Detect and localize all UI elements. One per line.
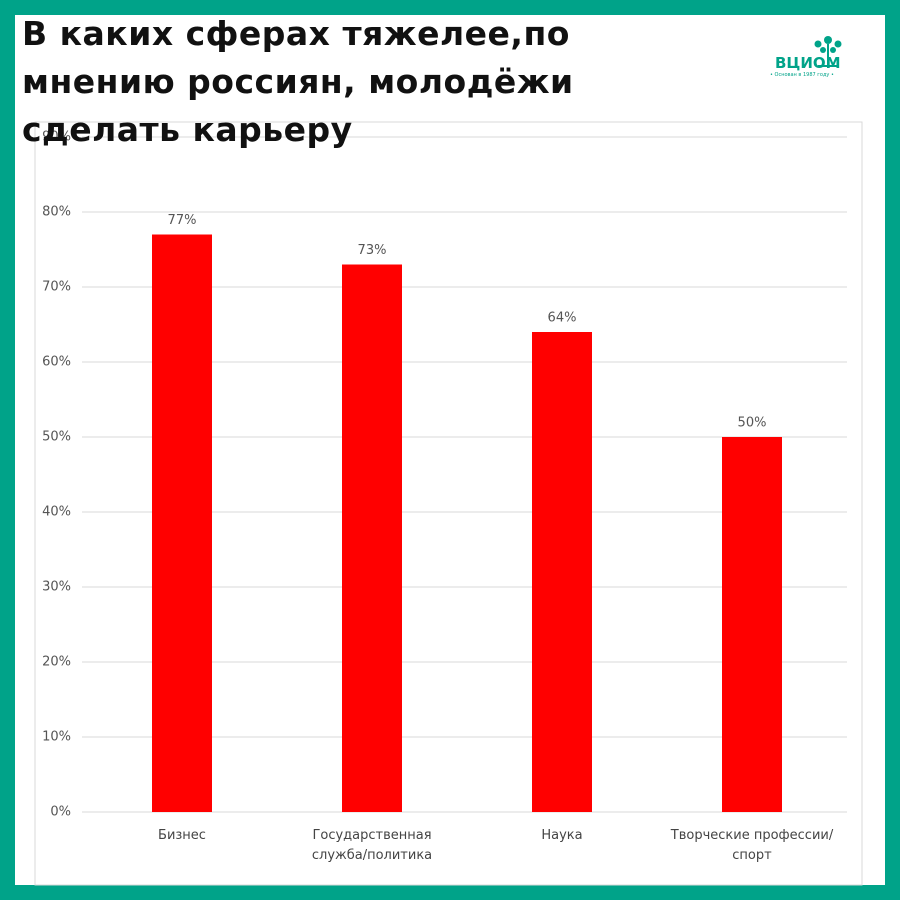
y-tick-label: 10% [42, 730, 71, 745]
x-tick-label: Наука [541, 828, 583, 843]
y-tick-label: 80% [42, 205, 71, 220]
y-tick-label: 40% [42, 505, 71, 520]
logo-tagline: • Основан в 1987 году • [770, 72, 834, 78]
data-label: 73% [358, 243, 387, 258]
data-label: 77% [168, 213, 197, 228]
x-tick-label: Государственная служба/политика [311, 828, 433, 863]
y-tick-label: 70% [42, 280, 71, 295]
bar [722, 437, 782, 812]
bar [342, 264, 402, 812]
logo-name: ВЦИОМ [775, 54, 841, 72]
y-tick-label: 50% [42, 430, 71, 445]
y-tick-label: 90% [42, 130, 71, 145]
chart-frame [34, 121, 863, 886]
y-tick-label: 0% [50, 805, 71, 820]
data-label: 50% [738, 416, 767, 431]
y-tick-label: 20% [42, 655, 71, 670]
y-tick-label: 30% [42, 580, 71, 595]
logo-icon [814, 36, 842, 67]
bar [532, 332, 592, 812]
x-tick-label: Бизнес [158, 828, 206, 843]
y-tick-label: 60% [42, 355, 71, 370]
x-tick-label: Творческие профессии/спорт [670, 828, 834, 863]
chart-title: В каких сферах тяжелее,по мнению россиян… [22, 14, 574, 149]
data-label: 64% [548, 311, 577, 326]
bar [152, 234, 212, 812]
